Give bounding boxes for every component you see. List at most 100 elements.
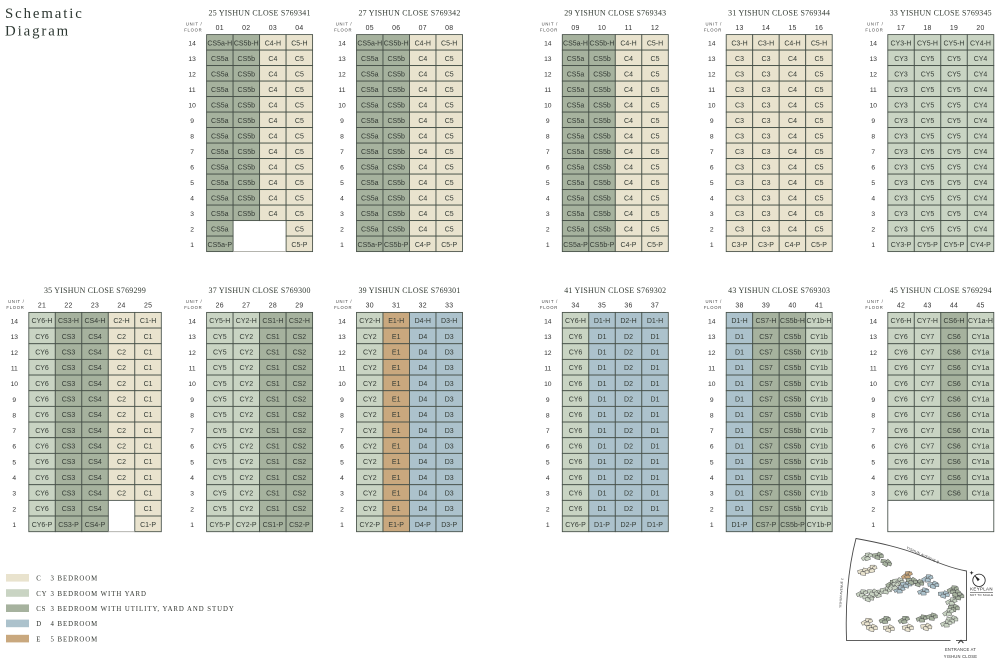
svg-text:8: 8 <box>710 412 714 419</box>
svg-text:UNIT /: UNIT / <box>8 299 25 304</box>
svg-text:D1: D1 <box>651 506 660 513</box>
svg-text:28: 28 <box>269 303 277 310</box>
svg-text:C2: C2 <box>117 350 126 357</box>
svg-text:CS5b-H: CS5b-H <box>384 40 409 47</box>
svg-text:CS5b: CS5b <box>784 397 802 404</box>
svg-text:D3-H: D3-H <box>441 318 457 325</box>
svg-text:CS5b-P: CS5b-P <box>384 242 409 249</box>
svg-text:CS4: CS4 <box>88 350 102 357</box>
svg-text:C5: C5 <box>445 211 454 218</box>
svg-text:CY3: CY3 <box>894 164 908 171</box>
svg-text:CY6: CY6 <box>569 491 583 498</box>
svg-text:11: 11 <box>708 365 715 372</box>
svg-text:CY4: CY4 <box>974 149 988 156</box>
svg-text:29 YISHUN CLOSE S769343: 29 YISHUN CLOSE S769343 <box>564 8 666 17</box>
svg-text:D3: D3 <box>445 412 454 419</box>
svg-text:C2: C2 <box>117 381 126 388</box>
svg-text:CS5b: CS5b <box>593 195 611 202</box>
svg-text:CS4: CS4 <box>88 397 102 404</box>
svg-text:CY2: CY2 <box>239 475 253 482</box>
svg-text:CS7: CS7 <box>759 475 773 482</box>
svg-text:CS7: CS7 <box>759 444 773 451</box>
svg-text:CS2: CS2 <box>293 506 307 513</box>
svg-text:CS1: CS1 <box>266 334 280 341</box>
svg-text:C3: C3 <box>762 195 771 202</box>
svg-text:D1: D1 <box>735 334 744 341</box>
svg-text:CY4-H: CY4-H <box>970 40 991 47</box>
svg-text:CY1b-H: CY1b-H <box>807 318 832 325</box>
svg-text:CY6: CY6 <box>569 397 583 404</box>
svg-text:CS5b: CS5b <box>784 506 802 513</box>
svg-text:CS1: CS1 <box>266 428 280 435</box>
svg-text:CS1: CS1 <box>266 459 280 466</box>
svg-text:E1: E1 <box>392 491 401 498</box>
svg-text:CY6: CY6 <box>35 444 49 451</box>
svg-text:CY5-P: CY5-P <box>944 242 965 249</box>
svg-text:CS5b: CS5b <box>238 87 256 94</box>
svg-text:FLOOR: FLOOR <box>865 305 883 310</box>
svg-text:CS5b: CS5b <box>784 459 802 466</box>
svg-text:C4: C4 <box>624 118 633 125</box>
svg-text:C4: C4 <box>418 102 427 109</box>
svg-text:11: 11 <box>189 365 196 372</box>
svg-text:CS5b-H: CS5b-H <box>780 318 805 325</box>
svg-text:C2: C2 <box>117 412 126 419</box>
svg-text:C3-H: C3-H <box>758 40 774 47</box>
svg-text:CS3: CS3 <box>62 412 76 419</box>
svg-text:CY3: CY3 <box>894 71 908 78</box>
svg-text:D1: D1 <box>735 350 744 357</box>
svg-text:C: C <box>36 576 41 583</box>
svg-text:1: 1 <box>12 522 16 529</box>
svg-text:40: 40 <box>788 303 796 310</box>
svg-text:C4: C4 <box>624 56 633 63</box>
svg-text:35: 35 <box>598 303 606 310</box>
svg-text:C2: C2 <box>117 475 126 482</box>
svg-text:CS5b: CS5b <box>593 56 611 63</box>
svg-text:CS5b: CS5b <box>784 475 802 482</box>
svg-text:C1: C1 <box>144 459 153 466</box>
svg-text:5: 5 <box>710 180 714 187</box>
svg-text:C3: C3 <box>735 180 744 187</box>
svg-text:C4: C4 <box>624 71 633 78</box>
svg-text:CY6: CY6 <box>569 334 583 341</box>
svg-text:5: 5 <box>190 180 194 187</box>
svg-text:CY3: CY3 <box>894 133 908 140</box>
svg-text:D4: D4 <box>418 381 427 388</box>
svg-text:C4: C4 <box>268 118 277 125</box>
svg-text:C4: C4 <box>624 102 633 109</box>
svg-text:D1: D1 <box>735 475 744 482</box>
svg-text:CY1b: CY1b <box>810 491 828 498</box>
svg-text:CS6: CS6 <box>947 428 961 435</box>
svg-text:CS5b: CS5b <box>784 491 802 498</box>
svg-text:D1: D1 <box>598 459 607 466</box>
svg-text:C5: C5 <box>815 164 824 171</box>
svg-text:UNIT /: UNIT / <box>336 299 353 304</box>
svg-text:CS5a: CS5a <box>361 118 379 125</box>
svg-text:D: D <box>36 621 42 628</box>
svg-text:C4: C4 <box>624 226 633 233</box>
svg-text:C3: C3 <box>762 180 771 187</box>
svg-text:C5: C5 <box>445 71 454 78</box>
svg-text:CY5: CY5 <box>213 365 227 372</box>
svg-text:CY6: CY6 <box>569 459 583 466</box>
svg-text:C5: C5 <box>295 133 304 140</box>
svg-text:C4: C4 <box>788 149 797 156</box>
svg-text:CY2: CY2 <box>239 350 253 357</box>
svg-text:CS1: CS1 <box>266 444 280 451</box>
svg-text:CY4: CY4 <box>974 133 988 140</box>
svg-text:CY2: CY2 <box>239 397 253 404</box>
svg-text:27 YISHUN CLOSE S769342: 27 YISHUN CLOSE S769342 <box>358 8 460 17</box>
svg-text:CY5-H: CY5-H <box>209 318 230 325</box>
svg-text:CY2: CY2 <box>363 381 377 388</box>
svg-text:CY1a: CY1a <box>972 397 990 404</box>
svg-text:C5-P: C5-P <box>647 242 663 249</box>
svg-text:25: 25 <box>144 303 152 310</box>
svg-text:D1: D1 <box>735 428 744 435</box>
svg-text:4: 4 <box>871 196 875 203</box>
svg-text:CY5: CY5 <box>947 211 961 218</box>
svg-text:CS5b: CS5b <box>387 164 405 171</box>
svg-text:3: 3 <box>710 491 714 498</box>
svg-text:C4: C4 <box>418 56 427 63</box>
svg-text:D1: D1 <box>598 475 607 482</box>
svg-text:D3: D3 <box>445 397 454 404</box>
